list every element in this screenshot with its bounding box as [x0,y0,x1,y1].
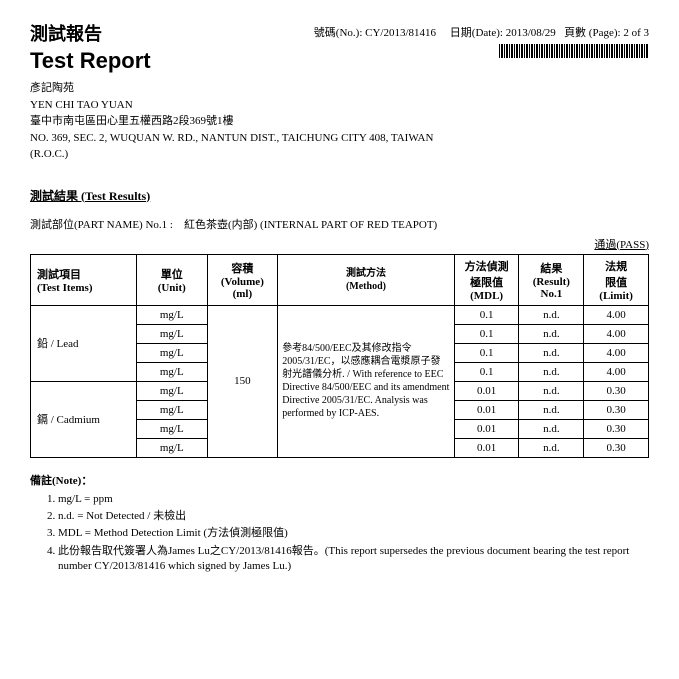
cell-lim: 4.00 [584,343,649,362]
cell-unit: mg/L [136,381,207,400]
pass-label: 通過(PASS) [30,236,649,252]
addr-en-1: YEN CHI TAO YUAN [30,97,649,114]
cell-unit: mg/L [136,324,207,343]
cell-unit: mg/L [136,419,207,438]
cell-res: n.d. [519,400,584,419]
title-zh: 測試報告 [30,20,151,46]
no-value: CY/2013/81416 [365,27,436,39]
cell-lim: 4.00 [584,305,649,324]
notes-title: 備註(Note)： [30,472,649,488]
no-label: 號碼(No.): [314,27,363,39]
part-name-line: 測試部位(PART NAME) No.1 : 紅色茶壺(内部) (INTERNA… [30,216,649,232]
note-item: MDL = Method Detection Limit (方法偵測極限值) [58,526,649,541]
cell-unit: mg/L [136,400,207,419]
cell-unit: mg/L [136,305,207,324]
results-table: 測試項目(Test Items) 單位(Unit) 容積(Volume)(ml)… [30,254,649,458]
cell-lim: 0.30 [584,438,649,457]
th-limit: 法規限值(Limit) [584,254,649,305]
cell-mdl: 0.01 [454,419,519,438]
cell-item-cadmium: 鎘 / Cadmium [31,381,137,457]
notes-list: mg/L = ppm n.d. = Not Detected / 未檢出 MDL… [30,492,649,575]
cell-res: n.d. [519,381,584,400]
cell-lim: 0.30 [584,400,649,419]
th-volume: 容積(Volume)(ml) [207,254,278,305]
cell-res: n.d. [519,419,584,438]
address-block: 彥記陶苑 YEN CHI TAO YUAN 臺中市南屯區田心里五權西路2段369… [30,80,649,163]
title-en: Test Report [30,48,151,74]
th-mdl: 方法偵測極限值(MDL) [454,254,519,305]
cell-mdl: 0.01 [454,438,519,457]
th-unit: 單位(Unit) [136,254,207,305]
cell-mdl: 0.1 [454,305,519,324]
cell-mdl: 0.1 [454,324,519,343]
th-result: 結果(Result)No.1 [519,254,584,305]
addr-roc: (R.O.C.) [30,146,649,163]
meta-block: 號碼(No.): CY/2013/81416 日期(Date): 2013/08… [314,20,649,74]
cell-mdl: 0.01 [454,381,519,400]
cell-mdl: 0.01 [454,400,519,419]
title-block: 測試報告 Test Report [30,20,151,74]
cell-unit: mg/L [136,362,207,381]
table-body: 鉛 / Lead mg/L 150 參考84/500/EEC及其修改指令2005… [31,305,649,457]
date-label: 日期(Date): [450,27,503,39]
cell-res: n.d. [519,324,584,343]
results-title: 測試結果 (Test Results) [30,187,649,204]
note-item: n.d. = Not Detected / 未檢出 [58,509,649,524]
cell-lim: 4.00 [584,362,649,381]
cell-res: n.d. [519,305,584,324]
table-header-row: 測試項目(Test Items) 單位(Unit) 容積(Volume)(ml)… [31,254,649,305]
cell-unit: mg/L [136,343,207,362]
date-value: 2013/08/29 [506,27,556,39]
page-value: 2 of 3 [623,27,649,39]
header-row: 測試報告 Test Report 號碼(No.): CY/2013/81416 … [30,20,649,74]
addr-en-2: NO. 369, SEC. 2, WUQUAN W. RD., NANTUN D… [30,130,649,147]
cell-item-lead: 鉛 / Lead [31,305,137,381]
cell-volume: 150 [207,305,278,457]
table-row: 鉛 / Lead mg/L 150 參考84/500/EEC及其修改指令2005… [31,305,649,324]
cell-mdl: 0.1 [454,362,519,381]
cell-method: 參考84/500/EEC及其修改指令2005/31/EC，以感應耦合電漿原子發射… [278,305,455,457]
cell-res: n.d. [519,438,584,457]
note-item: 此份報告取代簽署人為James Lu之CY/2013/81416報告。(This… [58,544,649,575]
cell-lim: 0.30 [584,381,649,400]
cell-res: n.d. [519,343,584,362]
notes-block: 備註(Note)： mg/L = ppm n.d. = Not Detected… [30,472,649,575]
addr-zh-2: 臺中市南屯區田心里五權西路2段369號1樓 [30,113,649,130]
note-item: mg/L = ppm [58,492,649,507]
addr-zh-1: 彥記陶苑 [30,80,649,97]
th-method: 測試方法(Method) [278,254,455,305]
cell-unit: mg/L [136,438,207,457]
meta-line: 號碼(No.): CY/2013/81416 日期(Date): 2013/08… [314,20,649,40]
page-label: 頁數 (Page): [564,27,621,39]
th-item: 測試項目(Test Items) [31,254,137,305]
cell-lim: 0.30 [584,419,649,438]
cell-mdl: 0.1 [454,343,519,362]
barcode-icon [499,44,649,58]
cell-lim: 4.00 [584,324,649,343]
cell-res: n.d. [519,362,584,381]
